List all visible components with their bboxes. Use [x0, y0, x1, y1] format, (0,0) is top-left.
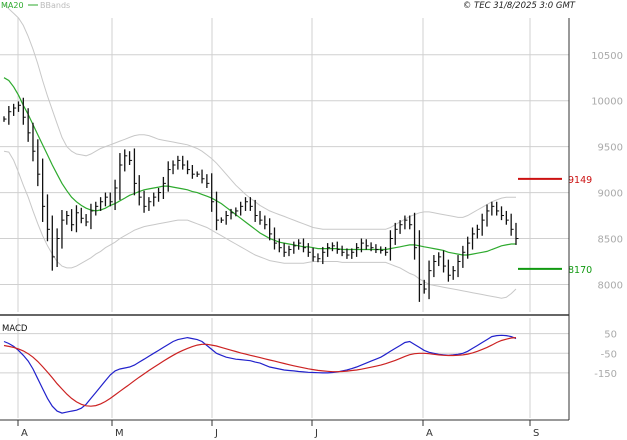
x-tick-label: J [314, 428, 318, 439]
price-gridlines [0, 18, 569, 312]
resistance-level-label: 9149 [568, 175, 592, 186]
price-y-tick-label: 10500 [591, 51, 623, 62]
macd-y-tick-label: -50 [601, 349, 617, 360]
signal-line [3, 337, 517, 407]
macd-panel: 50 -50 -150 MACD [0, 318, 617, 418]
x-tick-label: A [426, 428, 433, 439]
macd-gridlines [0, 318, 569, 418]
support-level-label: 8170 [568, 265, 592, 276]
bbands-upper-line [3, 3, 516, 230]
macd-y-tick-label: 50 [604, 330, 617, 341]
price-y-tick-label: 8000 [598, 280, 623, 291]
copyright-text: © TEC 31/8/2025 3:0 GMT [463, 1, 576, 11]
price-levels: 9149 8170 [518, 175, 592, 276]
axis-gutter [570, 420, 627, 440]
x-tick-label: J [214, 428, 218, 439]
macd-y-axis: 50 -50 -150 [594, 330, 617, 380]
legend: MA20 BBands [1, 1, 70, 10]
legend-bbands: BBands [40, 1, 70, 10]
x-tick-label: S [533, 428, 539, 439]
price-y-tick-label: 9000 [598, 189, 623, 200]
price-y-tick-label: 10000 [591, 97, 623, 108]
macd-line [3, 334, 517, 414]
legend-ma20: MA20 [1, 1, 24, 10]
x-tick-label: A [21, 428, 28, 439]
ma20-line [3, 77, 516, 256]
price-panel: 8000 8500 9000 9500 10000 10500 9149 8170 MA20… [0, 1, 623, 312]
macd-title: MACD [2, 324, 28, 334]
price-bars [3, 97, 519, 302]
price-y-axis: 8000 8500 9000 9500 10000 10500 [591, 51, 623, 292]
price-y-tick-label: 9500 [598, 143, 623, 154]
bbands-lower-line [3, 150, 517, 299]
price-y-tick-label: 8500 [598, 235, 623, 246]
x-tick-label: M [115, 428, 124, 439]
macd-y-tick-label: -150 [594, 369, 617, 380]
